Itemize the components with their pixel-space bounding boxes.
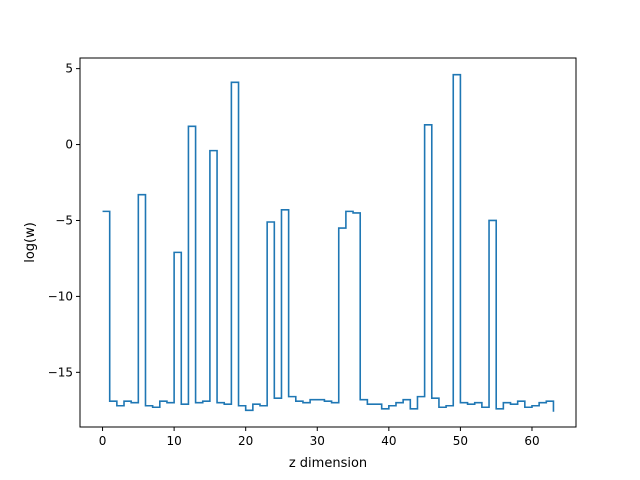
x-tick-label: 50 (453, 434, 468, 448)
x-axis-ticks: 0 10 20 30 40 50 60 (99, 427, 540, 448)
y-tick-label: 5 (65, 62, 73, 76)
y-tick-label: −5 (55, 213, 73, 227)
x-tick-label: 40 (381, 434, 396, 448)
x-tick-label: 20 (238, 434, 253, 448)
y-tick-label: 0 (65, 138, 73, 152)
x-axis-label: z dimension (289, 456, 367, 471)
x-tick-label: 0 (99, 434, 107, 448)
y-axis-ticks: −15 −10 −5 0 5 (48, 62, 80, 379)
plot-frame (79, 57, 577, 428)
x-tick-label: 60 (524, 434, 539, 448)
y-axis-label: log(w) (23, 222, 38, 263)
x-tick-label: 30 (310, 434, 325, 448)
y-tick-label: −10 (48, 289, 73, 303)
y-tick-label: −15 (48, 365, 73, 379)
x-tick-label: 10 (166, 434, 181, 448)
series-layer (102, 73, 555, 412)
series-line (102, 73, 555, 412)
plot-area (80, 58, 576, 427)
